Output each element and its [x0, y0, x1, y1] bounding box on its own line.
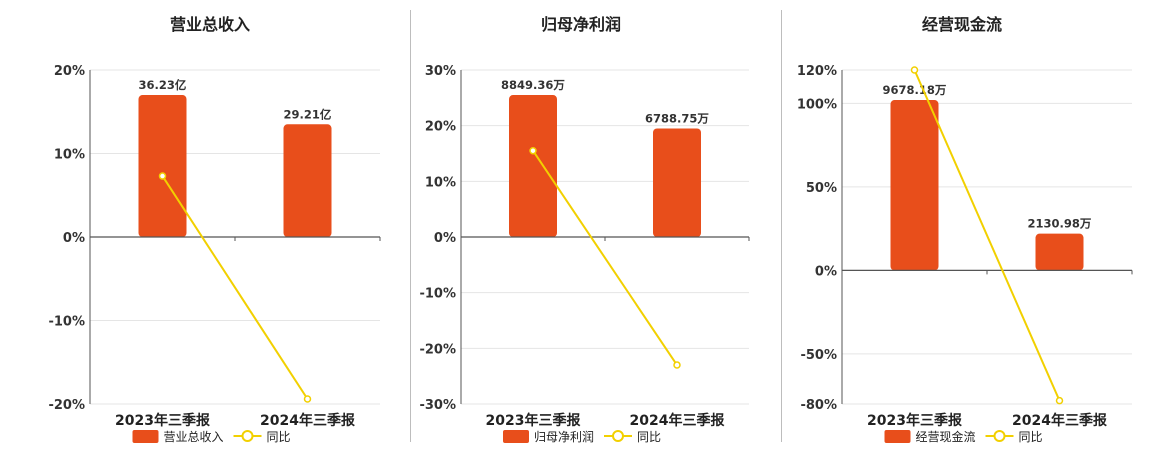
legend-label-bar: 归母净利润 — [534, 430, 594, 444]
y-tick-label: 50% — [806, 181, 837, 196]
x-tick-label: 2023年三季报 — [486, 412, 581, 429]
cash-flow-chart: 经营现金流 120% 100% 50% 0% -50% -80% 9678.18万 2130.9… — [797, 15, 1133, 444]
y-tick-label: -20% — [48, 398, 85, 413]
x-tick-label: 2023年三季报 — [867, 412, 962, 429]
legend-swatch-marker — [241, 430, 254, 442]
y-tick-label: -10% — [48, 315, 85, 330]
panel-divider — [781, 10, 782, 442]
yoy-point — [303, 395, 312, 403]
y-tick-label: 30% — [425, 64, 456, 79]
legend-label-line: 同比 — [267, 430, 291, 444]
legend-swatch-bar — [884, 430, 911, 443]
y-tick-label: 120% — [797, 64, 837, 79]
revenue-chart: 营业总收入 20% 10% 0% -10% -20% 36.23亿 29.21亿 2023年三季… — [48, 15, 381, 444]
yoy-line — [532, 150, 678, 366]
yoy-point — [673, 361, 681, 369]
bar — [509, 95, 557, 237]
yoy-point — [158, 172, 167, 180]
bar — [283, 124, 332, 237]
legend-label-line: 同比 — [1019, 430, 1043, 444]
bar-data-label: 9678.18万 — [883, 83, 947, 97]
bar — [653, 128, 701, 237]
yoy-line — [161, 175, 309, 400]
legend-swatch-marker — [993, 430, 1006, 442]
legend-swatch-bar — [132, 430, 159, 443]
legend-label-bar: 经营现金流 — [916, 429, 976, 444]
y-tick-label: -10% — [419, 287, 456, 302]
bar-data-label: 6788.75万 — [645, 111, 709, 125]
x-tick-label: 2024年三季报 — [260, 412, 355, 429]
chart-panel-net-profit: 归母净利润 30% 20% 10% 0% -10% -20% -30% 8849.36万 6788… — [411, 0, 781, 450]
y-tick-label: 100% — [797, 97, 837, 112]
chart-panel-revenue: 营业总收入 20% 10% 0% -10% -20% 36.23亿 29.21亿 2023年三季… — [0, 0, 410, 450]
x-tick-label: 2024年三季报 — [630, 412, 725, 429]
legend-swatch-bar — [503, 430, 529, 443]
bar-data-label: 8849.36万 — [501, 78, 565, 92]
chart-title: 归母净利润 — [541, 15, 621, 34]
net-profit-chart: 归母净利润 30% 20% 10% 0% -10% -20% -30% 8849.36万 6788… — [419, 15, 750, 444]
y-tick-label: -30% — [419, 398, 456, 413]
y-tick-label: 0% — [63, 231, 85, 246]
legend-swatch-marker — [612, 430, 624, 442]
y-tick-label: 0% — [815, 264, 837, 279]
yoy-point — [1055, 396, 1064, 405]
legend-label-line: 同比 — [637, 430, 661, 444]
bar-data-label: 2130.98万 — [1028, 217, 1092, 231]
yoy-point — [529, 146, 537, 155]
bar — [138, 95, 187, 237]
bar-data-label: 29.21亿 — [284, 107, 332, 121]
chart-title: 经营现金流 — [922, 15, 1002, 34]
y-tick-label: 20% — [54, 64, 85, 79]
bar — [890, 100, 939, 271]
x-tick-label: 2024年三季报 — [1012, 412, 1107, 429]
y-tick-label: -80% — [800, 398, 837, 413]
y-tick-label: 10% — [425, 175, 456, 190]
y-tick-label: -50% — [800, 348, 837, 363]
legend-label-bar: 营业总收入 — [164, 430, 224, 444]
bar — [1035, 233, 1084, 271]
y-tick-label: 20% — [425, 120, 456, 135]
y-tick-label: 0% — [434, 231, 456, 246]
chart-panel-cash-flow: 经营现金流 120% 100% 50% 0% -50% -80% 9678.18万 2130.9… — [782, 0, 1160, 450]
chart-title: 营业总收入 — [170, 15, 250, 34]
bar-data-label: 36.23亿 — [139, 78, 187, 92]
y-tick-label: 10% — [54, 148, 85, 163]
panel-divider — [410, 10, 411, 442]
yoy-line — [913, 69, 1061, 402]
y-tick-label: -20% — [419, 342, 456, 357]
x-tick-label: 2023年三季报 — [115, 412, 210, 429]
yoy-point — [910, 66, 919, 74]
